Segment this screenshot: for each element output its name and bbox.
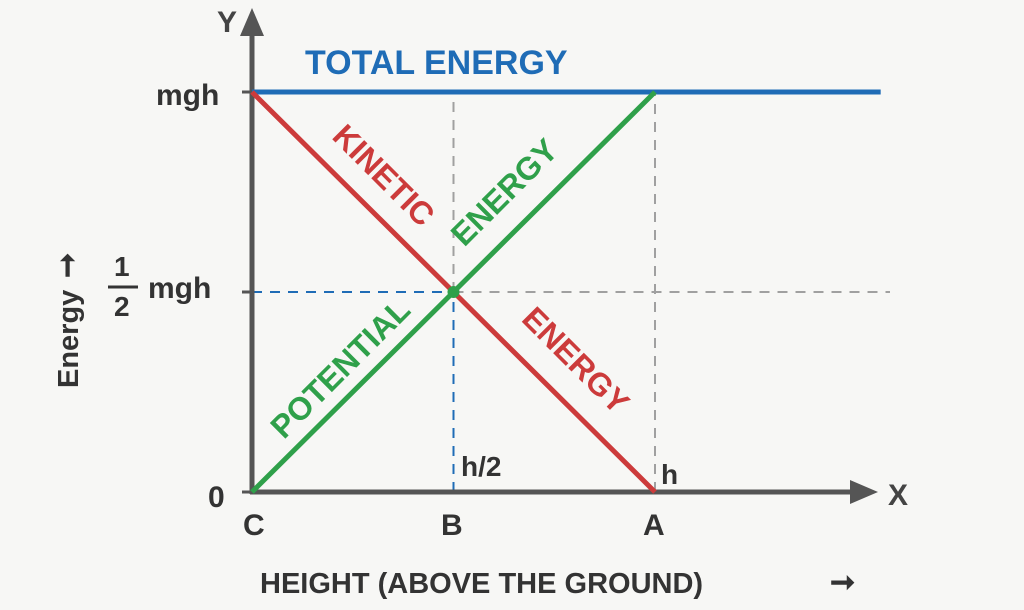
x-axis-title: HEIGHT (ABOVE THE GROUND) <box>260 568 703 600</box>
y-tick-mgh: mgh <box>156 79 219 112</box>
labels: Y X 0 mgh 1 2 mgh C B A h/2 h HEIGHT (AB… <box>51 6 908 600</box>
point-c: C <box>243 509 265 542</box>
point-b: B <box>441 509 463 542</box>
series-lines <box>250 89 881 494</box>
x-tick-h2: h/2 <box>461 451 501 482</box>
x-axis-letter: X <box>888 479 908 512</box>
y-tick-half-num: 1 <box>114 251 130 282</box>
y-tick-0: 0 <box>208 481 225 514</box>
guide-lines <box>252 92 890 492</box>
potential-label: POTENTIAL <box>263 291 417 445</box>
potential-energy-label: ENERGY <box>444 132 565 253</box>
kinetic-energy-label: ENERGY <box>515 300 636 421</box>
x-axis-arrow <box>850 480 878 504</box>
y-axis-title-arrow: ➞ <box>51 253 84 278</box>
y-tick-half-den: 2 <box>114 291 130 322</box>
x-tick-h: h <box>661 459 678 490</box>
x-axis-title-arrow: ➞ <box>830 566 855 599</box>
y-axis-arrow <box>240 8 264 36</box>
y-axis-title: Energy <box>53 290 85 388</box>
y-tick-half-mgh: mgh <box>148 272 211 305</box>
point-a: A <box>643 509 665 542</box>
intersection-point <box>447 286 460 298</box>
kinetic-label: KINETIC <box>326 117 442 233</box>
y-axis-letter: Y <box>217 6 237 39</box>
total-energy-label: TOTAL ENERGY <box>305 44 568 82</box>
axes <box>240 8 878 504</box>
